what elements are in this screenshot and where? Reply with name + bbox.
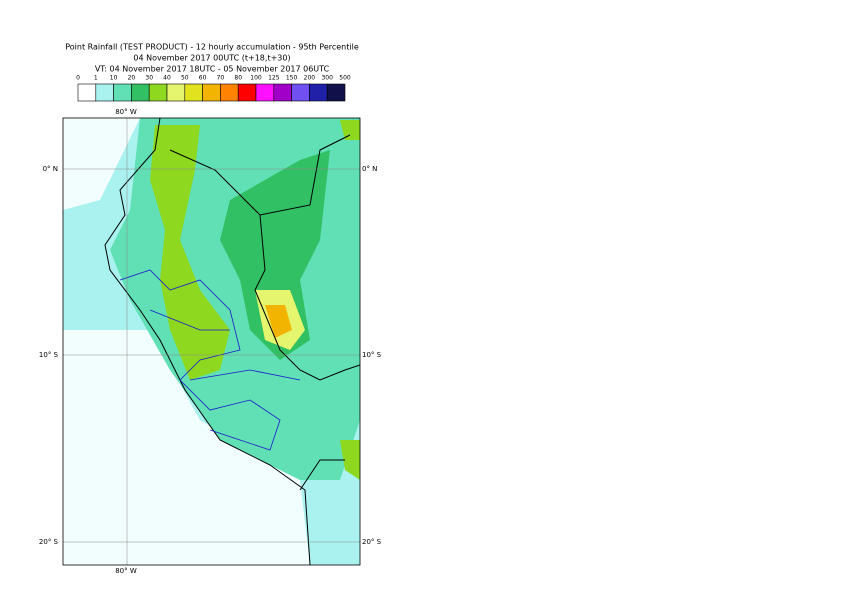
legend-swatch xyxy=(291,83,310,102)
legend-swatch xyxy=(166,83,186,102)
lat-label: 20° S xyxy=(362,538,382,546)
legend-label: 200 xyxy=(304,75,316,82)
lat-label: 0° N xyxy=(362,165,377,173)
legend: 0 1 10 20 30 40 50 60 70 80 100 125 150 200 300 500 xyxy=(76,75,351,102)
lat-label: 10° S xyxy=(39,351,59,359)
legend-label: 500 xyxy=(339,75,351,82)
border xyxy=(169,134,360,491)
legend-swatch xyxy=(148,83,168,102)
legend-swatch xyxy=(77,83,97,102)
map xyxy=(63,118,360,565)
legend-label: 70 xyxy=(217,75,225,82)
subtitle: 04 November 2017 00UTC (t+18,t+30) xyxy=(133,54,290,63)
legend-label: 60 xyxy=(199,75,207,82)
legend-label: 40 xyxy=(163,75,171,82)
legend-label: 50 xyxy=(181,75,189,82)
lat-label: 10° S xyxy=(362,351,382,359)
lat-label: 0° N xyxy=(43,165,58,173)
legend-swatch xyxy=(326,83,346,102)
legend-swatch xyxy=(273,83,292,102)
legend-swatch xyxy=(255,83,275,102)
lon-label: 80° W xyxy=(115,108,137,116)
coastline xyxy=(104,118,311,565)
legend-swatch xyxy=(237,83,257,102)
legend-label: 125 xyxy=(268,75,280,82)
lat-label: 20° S xyxy=(39,538,59,546)
legend-swatch xyxy=(184,83,203,102)
legend-label: 100 xyxy=(250,75,262,82)
andes-rain xyxy=(150,125,230,380)
legend-label: 20 xyxy=(128,75,136,82)
legend-label: 300 xyxy=(321,75,333,82)
regions xyxy=(119,269,301,451)
map-frame xyxy=(62,117,361,566)
heavy-rain xyxy=(265,305,292,338)
lon-label: 80° W xyxy=(115,567,137,575)
valid-time: VT: 04 November 2017 18UTC - 05 November… xyxy=(95,65,330,74)
legend-label: 1 xyxy=(94,75,98,82)
legend-label: 10 xyxy=(110,75,118,82)
legend-label: 0 xyxy=(76,75,80,82)
legend-swatch xyxy=(202,83,221,102)
legend-label: 80 xyxy=(234,75,242,82)
edge-rain xyxy=(340,120,360,480)
legend-label: 150 xyxy=(286,75,298,82)
legend-label: 30 xyxy=(145,75,153,82)
legend-swatch xyxy=(113,83,132,102)
title: Point Rainfall (TEST PRODUCT) - 12 hourl… xyxy=(65,43,359,52)
legend-swatch xyxy=(131,83,150,102)
legend-swatch xyxy=(220,83,239,102)
legend-swatch xyxy=(95,83,114,102)
legend-swatch xyxy=(309,83,328,102)
